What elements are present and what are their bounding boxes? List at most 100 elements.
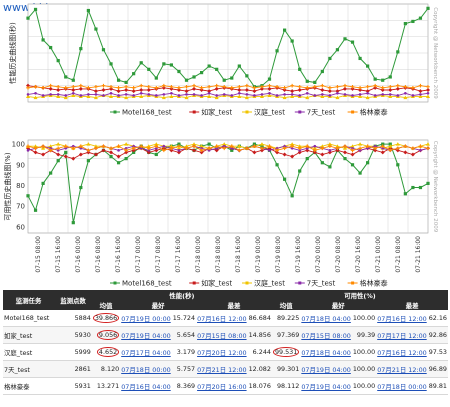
data-point bbox=[381, 142, 385, 146]
data-point bbox=[350, 148, 355, 153]
data-point bbox=[267, 86, 272, 91]
data-point bbox=[350, 152, 355, 157]
table-row: 7天_test 2861 8.120 07月18日 00:00 5.757 07月21日 … bbox=[3, 360, 448, 378]
perf-worst-date-link[interactable]: 07月20日 12:00 bbox=[196, 343, 248, 361]
data-point bbox=[33, 146, 38, 151]
data-point bbox=[64, 146, 68, 150]
data-point bbox=[192, 83, 196, 88]
points-cell: 5931 bbox=[54, 377, 92, 395]
avail-worst-date-link[interactable]: 07月18日 00:00 bbox=[376, 377, 428, 395]
data-point bbox=[298, 67, 302, 71]
perf-worst-date-link[interactable]: 07月15日 08:00 bbox=[196, 326, 248, 344]
avail-worst-date-link[interactable]: 07月16日 12:00 bbox=[376, 310, 428, 327]
avail-worst-date-link[interactable]: 07月16日 12:00 bbox=[376, 343, 428, 361]
perf-worst-date-link[interactable]: 07月21日 12:00 bbox=[196, 360, 248, 378]
data-point bbox=[41, 94, 45, 97]
data-point bbox=[79, 146, 83, 150]
avail-worst-date-link[interactable]: 07月17日 12:00 bbox=[376, 326, 428, 344]
perf-best-value-cell: 5.654 bbox=[171, 326, 197, 344]
data-point bbox=[290, 154, 295, 159]
data-point bbox=[403, 95, 408, 100]
avail-worst-value-cell: 89.81 bbox=[427, 377, 448, 395]
perf-worst-date-link[interactable]: 07月16日 12:00 bbox=[196, 310, 248, 327]
data-point bbox=[56, 149, 60, 152]
data-point bbox=[320, 94, 325, 99]
perf-best-date-link[interactable]: 07月19日 00:00 bbox=[120, 310, 172, 327]
data-point bbox=[373, 77, 377, 81]
data-point bbox=[335, 144, 340, 148]
data-point bbox=[411, 146, 415, 151]
x-tick-label: 07-21 00:00 bbox=[375, 236, 382, 273]
data-point bbox=[336, 91, 339, 95]
x-tick-label: 07-18 00:00 bbox=[195, 236, 202, 273]
perf-worst-date-link[interactable]: 07月20日 16:00 bbox=[196, 377, 248, 395]
data-point bbox=[124, 95, 129, 100]
task-name-cell: 汉庭_test bbox=[3, 343, 55, 361]
data-point bbox=[48, 86, 53, 91]
data-point bbox=[184, 89, 189, 94]
avail-worst-value-cell: 97.53 bbox=[427, 343, 448, 361]
data-point bbox=[426, 94, 430, 99]
avail-best-date-link[interactable]: 07月18日 04:00 bbox=[300, 310, 352, 327]
data-point bbox=[237, 64, 241, 68]
data-point bbox=[94, 84, 98, 89]
avail-best-date-link[interactable]: 07月19日 04:00 bbox=[300, 360, 352, 378]
data-point bbox=[283, 28, 287, 32]
data-point bbox=[237, 84, 242, 89]
data-point bbox=[102, 94, 105, 97]
data-point bbox=[162, 148, 166, 153]
data-point bbox=[56, 142, 61, 146]
data-point bbox=[93, 144, 98, 148]
data-point bbox=[396, 50, 400, 54]
avail-best-date-link[interactable]: 07月15日 08:00 bbox=[300, 326, 352, 344]
data-point bbox=[184, 84, 189, 89]
data-point bbox=[94, 27, 98, 31]
data-point bbox=[343, 37, 347, 41]
data-point bbox=[297, 146, 302, 151]
data-point bbox=[237, 88, 242, 93]
perf-best-date-link[interactable]: 07月17日 04:00 bbox=[120, 343, 172, 361]
data-point bbox=[56, 159, 60, 163]
perf-worst-value-cell: 18.076 bbox=[247, 377, 272, 395]
header-perf-avg: 均值 bbox=[91, 300, 121, 310]
data-point bbox=[56, 88, 61, 93]
data-point bbox=[124, 146, 128, 150]
legend-label: 如家_test bbox=[201, 278, 232, 287]
data-point bbox=[245, 74, 249, 78]
avail-best-date-link[interactable]: 07月19日 04:00 bbox=[300, 377, 352, 395]
avail-worst-date-link[interactable]: 07月21日 12:00 bbox=[376, 360, 428, 378]
data-point bbox=[267, 146, 272, 151]
avail-best-date-link[interactable]: 07月18日 04:00 bbox=[300, 343, 352, 361]
data-point bbox=[184, 95, 189, 100]
legend-label: 如家_test bbox=[201, 107, 232, 116]
data-point bbox=[200, 94, 203, 97]
data-point bbox=[26, 146, 30, 151]
data-point bbox=[282, 152, 287, 157]
x-tick-label: 07-19 00:00 bbox=[255, 236, 262, 273]
x-tick-label: 07-17 00:00 bbox=[135, 236, 142, 273]
perf-best-date-link[interactable]: 07月19日 04:00 bbox=[120, 326, 172, 344]
perf-best-date-link[interactable]: 07月16日 04:00 bbox=[120, 377, 172, 395]
data-point bbox=[177, 94, 181, 97]
perf-best-date-link[interactable]: 07月18日 00:00 bbox=[120, 360, 172, 378]
perf-best-value-cell: 5.757 bbox=[171, 360, 197, 378]
data-point bbox=[34, 91, 37, 95]
data-point bbox=[351, 146, 354, 150]
data-point bbox=[146, 146, 151, 151]
data-point bbox=[162, 93, 166, 96]
data-point bbox=[154, 148, 159, 153]
data-point bbox=[230, 76, 234, 80]
data-point bbox=[131, 89, 136, 94]
data-point bbox=[403, 192, 407, 196]
data-point bbox=[169, 86, 174, 91]
data-point bbox=[403, 150, 408, 155]
task-name-cell: 格林豪泰 bbox=[3, 377, 55, 395]
data-point bbox=[305, 148, 310, 153]
data-point bbox=[207, 64, 211, 68]
data-point bbox=[33, 144, 38, 148]
x-tick-label: 07-19 16:00 bbox=[295, 236, 302, 273]
data-point bbox=[275, 146, 279, 150]
data-point bbox=[358, 94, 363, 99]
data-point bbox=[215, 146, 218, 150]
data-point bbox=[109, 154, 113, 159]
